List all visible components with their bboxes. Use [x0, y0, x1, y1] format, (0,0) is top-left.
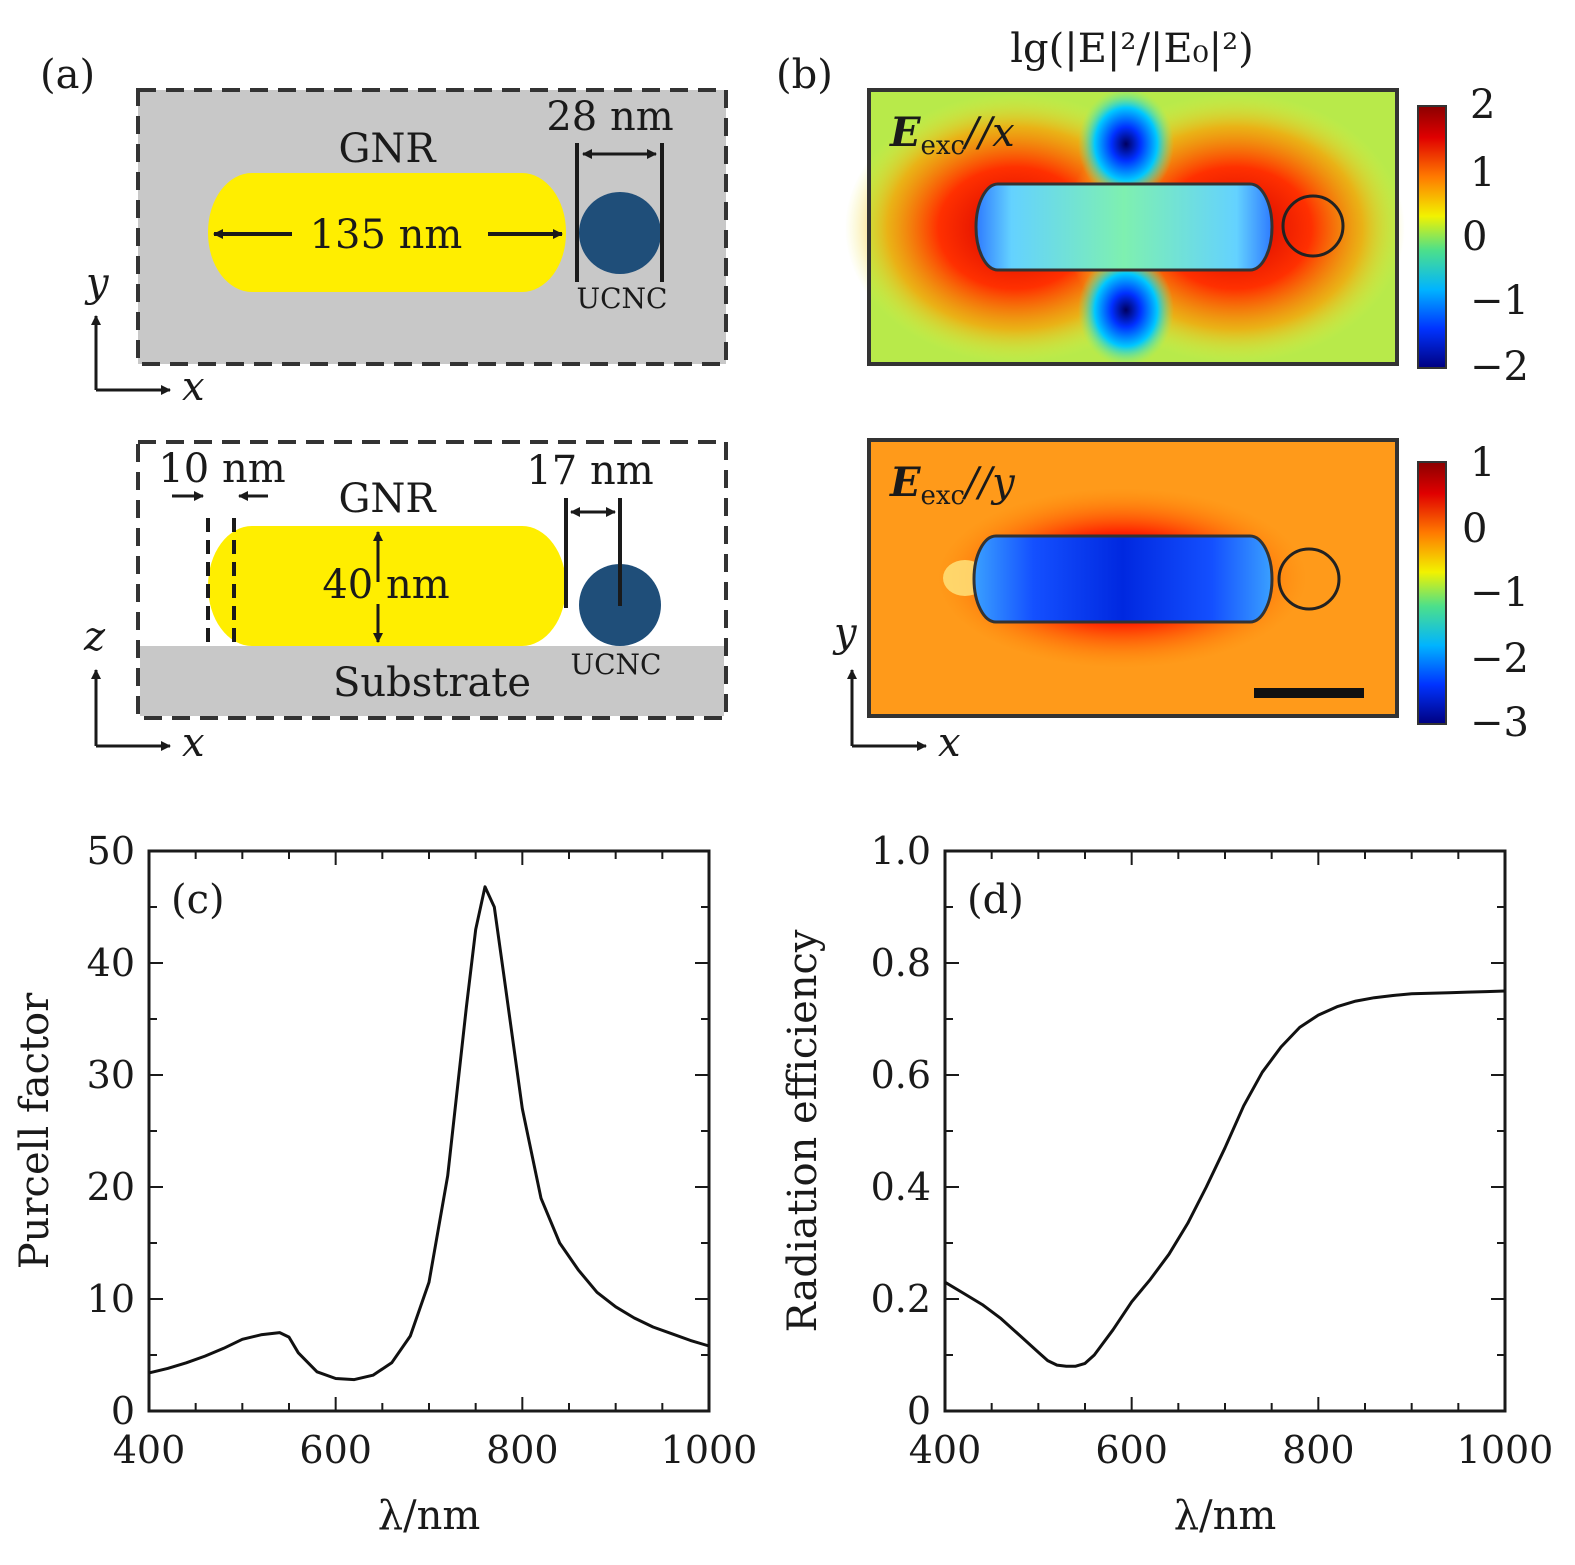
cb-y-tick: −3: [1470, 700, 1529, 746]
y-tick-label: 0.8: [871, 941, 931, 985]
colorbar-x-ticks: 2 1 0 −1 −2: [1462, 82, 1529, 390]
x-tick-label: 400: [909, 1428, 982, 1472]
gnr-label-bottom: GNR: [338, 476, 437, 522]
y-tick-label: 1.0: [871, 829, 931, 873]
y-tick-label: 30: [87, 1053, 135, 1097]
gap-label-top: 28 nm: [546, 94, 673, 140]
gnr-rod-top: [208, 173, 566, 292]
axis-x-label-b: x: [938, 720, 961, 766]
x-tick-label: 1000: [661, 1428, 758, 1472]
map-x-cold-top: [1078, 88, 1174, 200]
ucnc-label-top: UCNC: [577, 282, 668, 315]
ucnc-outline-x: [1281, 194, 1345, 258]
rod-outline-x: [974, 182, 1274, 272]
y-tick-label: 0: [111, 1389, 135, 1433]
cb-y-tick: −2: [1470, 636, 1529, 682]
scale-bar: [1254, 688, 1364, 698]
y-axis-label: Radiation efficiency: [780, 929, 826, 1332]
axis-y-label-a: y: [84, 260, 110, 306]
colorbar-y-ticks: 1 0 −1 −2 −3: [1462, 440, 1529, 746]
plot-frame: [943, 849, 1507, 1413]
cb-y-tick: −1: [1470, 570, 1529, 616]
ucnc-outline-y: [1277, 547, 1341, 611]
rod-outline-y: [972, 534, 1274, 624]
gnr-label-top: GNR: [338, 126, 437, 172]
cb-x-tick: −2: [1470, 344, 1529, 390]
radiation-efficiency-chart: 400 600 800 1000 0 0.2 0.4 0.6 0.8 1.0 (d) λ/nm Radi…: [780, 829, 1553, 1539]
height-label: 40 nm: [322, 562, 449, 608]
y-tick-label: 0.6: [871, 1053, 931, 1097]
panel-label: (c): [171, 877, 225, 923]
map-x-frame: [867, 88, 1399, 366]
x-tick-label: 800: [486, 1428, 559, 1472]
axis-z-label-a: z: [83, 614, 106, 660]
substrate: [140, 646, 724, 716]
panel-label: (d): [967, 877, 1024, 923]
cb-y-tick: 1: [1470, 440, 1495, 486]
field-map-y: [867, 438, 1399, 718]
map-x-cold-bottom: [1078, 254, 1174, 366]
polarization-y-label: Eexc//y: [889, 459, 1016, 511]
polarization-x-label: Eexc//x: [889, 109, 1015, 161]
substrate-label: Substrate: [333, 660, 531, 706]
series-line: [148, 885, 710, 1382]
x-tick-label: 1000: [1457, 1428, 1554, 1472]
y-tick-label: 20: [87, 1165, 135, 1209]
y-tick-label: 50: [87, 829, 135, 873]
purcell-factor-chart: 400 600 800 1000 0 10 20 30 40 50 (c) λ/nm Purcell f…: [12, 829, 757, 1539]
cb-y-tick: 0: [1462, 506, 1487, 552]
y-tick-label: 0: [907, 1389, 931, 1433]
y-tick-label: 0.4: [871, 1165, 931, 1209]
gap-label-bottom: 17 nm: [526, 448, 653, 494]
x-axis-label: λ/nm: [1174, 1493, 1277, 1539]
colorbar-y: [1417, 461, 1447, 725]
cb-x-tick: 0: [1462, 214, 1487, 260]
colorbar-x: [1417, 105, 1447, 369]
axis-x-label-a2: x: [182, 720, 205, 766]
panel-b-label: (b): [776, 52, 833, 98]
x-axis-label: λ/nm: [378, 1493, 481, 1539]
y-tick-label: 40: [87, 941, 135, 985]
cb-x-tick: 1: [1470, 150, 1495, 196]
gnr-rod-bottom: [208, 526, 566, 646]
series-line: [944, 989, 1506, 1368]
cb-x-tick: 2: [1470, 82, 1495, 128]
offset-label: 10 nm: [158, 446, 285, 492]
axis-y-label-b: y: [832, 610, 858, 656]
cb-x-tick: −1: [1470, 278, 1529, 324]
y-axis-label: Purcell factor: [12, 992, 58, 1269]
x-tick-label: 600: [299, 1428, 372, 1472]
x-tick-label: 600: [1095, 1428, 1168, 1472]
plot-frame: [147, 849, 711, 1413]
y-tick-label: 0.2: [871, 1277, 931, 1321]
ucnc-particle-top: [579, 192, 661, 274]
ucnc-label-bottom: UCNC: [571, 648, 662, 681]
axis-x-label-a: x: [182, 364, 205, 410]
field-map-x: [845, 88, 1405, 366]
map-y-frame: [867, 438, 1399, 718]
field-map-title: lg(|E|²/|E₀|²): [1010, 26, 1254, 72]
x-tick-label: 800: [1282, 1428, 1355, 1472]
y-tick-label: 10: [87, 1277, 135, 1321]
x-tick-label: 400: [113, 1428, 186, 1472]
panel-a-label: (a): [40, 52, 95, 98]
gnr-length-label: 135 nm: [310, 212, 463, 258]
